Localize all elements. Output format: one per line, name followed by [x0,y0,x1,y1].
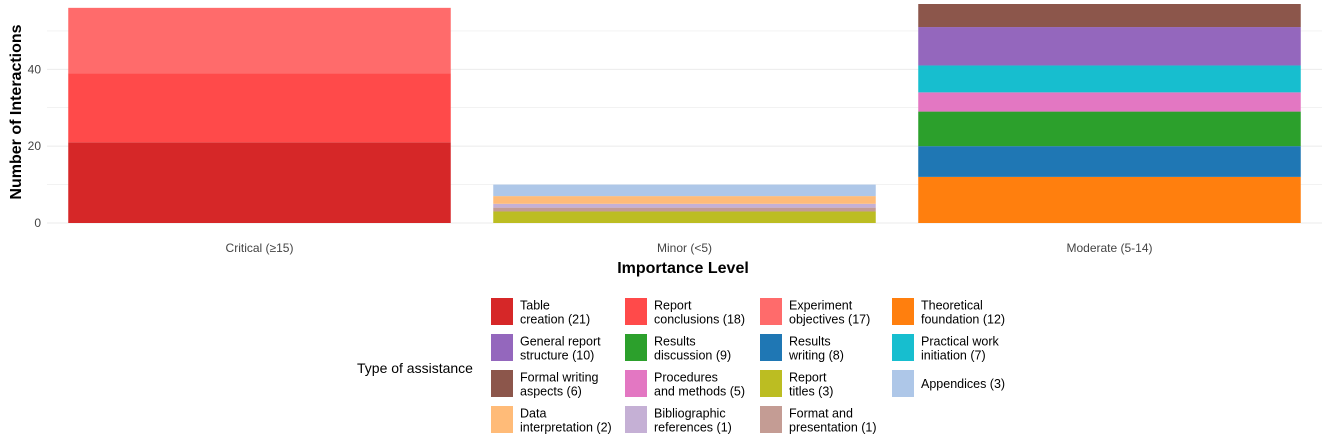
bar-segment [918,27,1301,66]
legend-label: creation (21) [520,313,590,327]
legend-label: Results [654,335,696,349]
x-tick-label: Critical (≥15) [226,241,294,255]
x-axis-ticks: Critical (≥15) Minor (<5) Moderate (5-14) [226,241,1153,255]
bar-segment [68,73,451,143]
legend-label: Table [520,299,550,313]
legend-key [760,334,782,361]
legend-label: interpretation (2) [520,421,612,435]
legend-key [892,334,914,361]
legend-key [491,298,513,325]
legend-label: Formal writing [520,371,599,385]
legend-label: Practical work [921,335,1000,349]
bar-segment [493,184,876,197]
bars [68,4,1301,223]
legend-label: structure (10) [520,349,594,363]
legend-label: conclusions (18) [654,313,745,327]
legend-label: foundation (12) [921,313,1005,327]
legend-title: Type of assistance [357,360,473,376]
legend-label: Bibliographic [654,407,726,421]
legend-label: General report [520,335,601,349]
legend-key [491,370,513,397]
legend-label: Theoretical [921,299,983,313]
legend-key [760,406,782,433]
legend-key [625,370,647,397]
bar-segment [493,203,876,208]
bar-segment [918,111,1301,147]
y-axis-ticks: 0 20 40 [28,62,42,230]
legend-key [625,298,647,325]
legend-label: Procedures [654,371,718,385]
bar-segment [68,7,451,74]
legend-label: Format and [789,407,853,421]
legend-key [491,406,513,433]
bar-segment [918,65,1301,93]
legend-label: aspects (6) [520,385,582,399]
x-axis-title: Importance Level [617,260,749,277]
y-tick-label: 40 [28,62,42,76]
legend-label: discussion (9) [654,349,731,363]
legend-label: titles (3) [789,385,833,399]
y-tick-label: 20 [28,139,42,153]
bar-segment [493,211,876,223]
legend-label: Appendices (3) [921,377,1005,391]
bar-segment [918,92,1301,112]
bar-segment [493,207,876,212]
legend-key [491,334,513,361]
bar-segment [493,196,876,204]
legend-key [760,298,782,325]
x-tick-label: Moderate (5-14) [1066,241,1152,255]
legend-key [760,370,782,397]
legend-label: Results [789,335,831,349]
legend-label: objectives (17) [789,313,870,327]
legend-label: Report [654,299,692,313]
x-tick-label: Minor (<5) [657,241,712,255]
bar-segment [68,142,451,223]
legend-label: references (1) [654,421,732,435]
y-axis-title: Number of Interactions [8,24,25,199]
bar-segment [918,176,1301,223]
legend-label: writing (8) [788,349,844,363]
legend-key [892,370,914,397]
legend-label: presentation (1) [789,421,877,435]
legend-label: initiation (7) [921,349,986,363]
legend-key [892,298,914,325]
legend-label: Experiment [789,299,853,313]
legend-label: and methods (5) [654,385,745,399]
y-tick-label: 0 [34,216,41,230]
legend-label: Data [520,407,546,421]
legend-key [625,334,647,361]
legend-key [625,406,647,433]
legend-label: Report [789,371,827,385]
bar-segment [918,146,1301,177]
bar-segment [918,4,1301,28]
